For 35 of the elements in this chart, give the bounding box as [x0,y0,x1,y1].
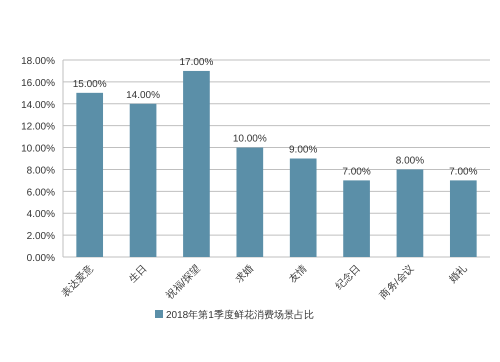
x-tick-label: 纪念日 [332,262,363,292]
text: 15.00% [72,78,107,90]
x-tick-label: 求婚 [233,262,256,286]
bar [343,180,370,257]
y-tick-label: 14.00% [21,100,56,111]
x-tick-label: 祝福/探望 [164,262,203,302]
legend-label: 2018年第1季度鲜花消费场景占比 [166,309,314,321]
text: 7.00% [449,166,478,178]
x-tick-label: 生日 [126,262,150,286]
bar [130,104,156,257]
y-tick-label: 4.00% [26,209,56,220]
y-tick-label: 0.00% [26,253,56,264]
y-tick-label: 18.00% [21,56,56,67]
y-tick-label: 16.00% [21,78,56,89]
text: 14.00% [126,90,160,101]
text: 9.00% [289,144,318,156]
bar [236,148,264,257]
y-tick-label: 2.00% [26,231,56,242]
bar [183,70,210,257]
x-tick-label: 婚礼 [446,262,470,286]
bar [450,180,477,257]
text: 8.00% [396,155,424,166]
bar [76,92,104,257]
text: 7.00% [342,166,371,178]
text: 10.00% [232,134,267,145]
y-tick-label: 10.00% [21,144,56,155]
bar [396,169,424,257]
text: 17.00% [179,56,214,68]
y-tick-label: 6.00% [26,187,56,198]
x-tick-label: 友情 [286,262,310,286]
x-tick-label: 商务/会议 [377,262,416,302]
bar [290,158,317,257]
y-tick-label: 12.00% [21,122,56,133]
y-tick-label: 8.00% [26,165,56,176]
x-tick-label: 表达爱意 [59,262,96,300]
